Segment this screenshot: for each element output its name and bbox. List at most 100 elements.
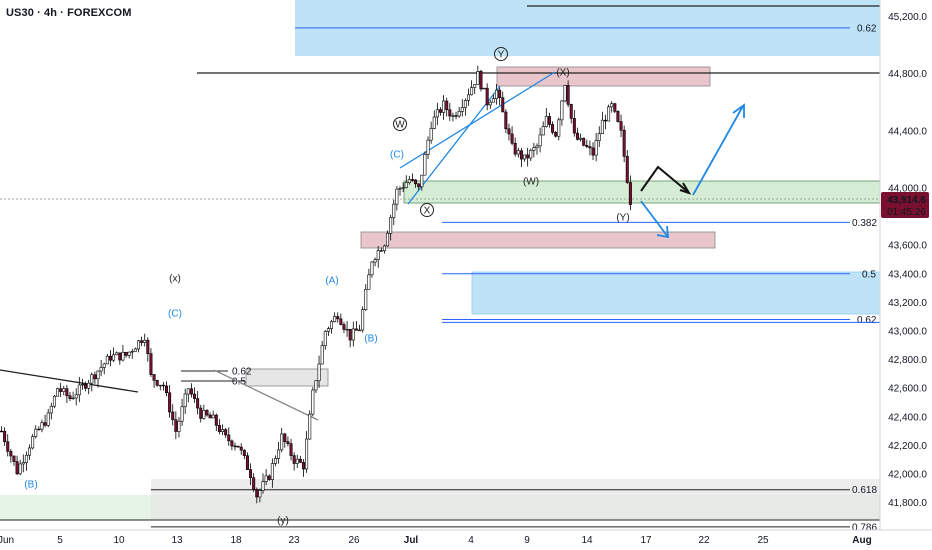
candle-body-135 — [420, 174, 424, 188]
candle-body-180 — [560, 100, 564, 121]
demand-zone-red — [360, 231, 716, 249]
time-tick-8: 4 — [468, 535, 474, 546]
price-tag-value: 43,914.6 — [887, 195, 926, 206]
candle-body-78 — [242, 449, 246, 456]
candle-body-194 — [603, 119, 607, 122]
candle-body-172 — [535, 145, 539, 149]
candle-body-178 — [554, 132, 558, 137]
fib-level-label-2: 0.5 — [862, 269, 876, 280]
candle-body-69 — [214, 414, 218, 426]
candle-body-21 — [65, 388, 69, 397]
candle-body-26 — [80, 383, 84, 386]
candle-body-22 — [68, 395, 72, 400]
candle-body-100 — [311, 389, 315, 415]
candle-body-149 — [463, 100, 467, 108]
candle-body-19 — [59, 388, 63, 392]
projection-up-path — [692, 105, 744, 196]
candle-body-202 — [628, 182, 632, 205]
candle-body-95 — [295, 458, 299, 464]
time-tick-11: 17 — [640, 535, 652, 546]
wave-circle-2 — [393, 117, 407, 131]
projection-down-arrowhead — [656, 225, 670, 239]
price-tag-box — [881, 192, 929, 218]
wave-label-9: (A) — [325, 276, 338, 287]
candle-body-30 — [93, 374, 97, 380]
candle-body-42 — [130, 351, 134, 353]
candle-body-128 — [398, 188, 402, 190]
candle-body-111 — [345, 328, 349, 331]
lower-fib-zone — [471, 271, 881, 315]
price-tick-5: 43,400.0 — [888, 269, 927, 280]
descending-trendline — [0, 369, 139, 393]
candle-body-82 — [255, 489, 259, 498]
candle-body-200 — [622, 129, 626, 157]
candle-body-15 — [46, 412, 50, 426]
candle-body-156 — [485, 87, 489, 106]
candle-body-188 — [585, 144, 589, 147]
candle-body-52 — [161, 384, 165, 387]
candle-body-9 — [28, 447, 32, 456]
candle-body-167 — [519, 150, 523, 160]
candle-body-57 — [177, 420, 181, 432]
candle-body-137 — [426, 139, 430, 155]
price-tick-13: 41,800.0 — [888, 498, 927, 509]
candle-body-70 — [217, 425, 221, 432]
candle-body-63 — [196, 398, 200, 409]
candle-body-184 — [572, 118, 576, 134]
candle-body-129 — [401, 187, 405, 189]
price-tag-countdown: 01:45:26 — [887, 207, 926, 218]
candle-body-115 — [358, 329, 362, 332]
candle-body-201 — [625, 156, 629, 183]
candle-body-16 — [49, 405, 53, 414]
candle-body-127 — [395, 188, 399, 205]
fib-level-label-3: 0.62 — [857, 315, 877, 326]
candle-body-181 — [563, 85, 567, 102]
candle-body-2 — [6, 441, 10, 452]
candle-body-143 — [445, 100, 449, 111]
candle-body-118 — [367, 274, 371, 290]
candle-body-133 — [414, 179, 418, 185]
time-tick-6: 26 — [348, 535, 360, 546]
candle-body-68 — [211, 414, 215, 419]
price-tick-9: 42,600.0 — [888, 384, 927, 395]
candle-body-8 — [24, 454, 28, 463]
price-tick-3: 44,000.0 — [888, 184, 927, 195]
candle-body-61 — [189, 388, 193, 395]
candle-body-198 — [616, 111, 620, 122]
candle-body-196 — [610, 103, 614, 108]
price-tick-7: 43,000.0 — [888, 327, 927, 338]
candle-body-171 — [532, 147, 536, 151]
candle-body-23 — [71, 397, 75, 400]
candle-body-55 — [171, 411, 175, 420]
candle-body-113 — [351, 328, 355, 341]
candle-body-4 — [12, 455, 16, 462]
price-tick-10: 42,400.0 — [888, 412, 927, 423]
candle-body-99 — [308, 413, 312, 440]
candle-body-64 — [199, 407, 203, 419]
candle-body-125 — [389, 217, 393, 234]
wave-label-5: X — [424, 206, 431, 217]
wave-label-4: (W) — [523, 177, 539, 188]
candle-body-94 — [292, 455, 296, 464]
resistance-zone-red — [496, 66, 711, 87]
wave-circle-0 — [494, 47, 508, 61]
candle-body-37 — [115, 352, 119, 356]
candle-body-96 — [298, 458, 302, 463]
candle-body-35 — [108, 355, 112, 361]
fib-level-label-6: 0.62 — [232, 367, 252, 378]
candle-body-32 — [99, 367, 103, 372]
candle-body-7 — [21, 462, 25, 465]
candle-body-105 — [326, 328, 330, 332]
candle-body-148 — [460, 107, 464, 112]
candle-body-48 — [149, 353, 153, 375]
time-tick-3: 13 — [171, 535, 183, 546]
candle-body-199 — [619, 121, 623, 131]
candle-body-169 — [526, 154, 530, 159]
projection-up-arrowhead — [732, 103, 745, 118]
candle-body-164 — [510, 133, 514, 144]
candle-body-175 — [544, 116, 548, 127]
candle-body-0 — [0, 430, 4, 433]
candle-body-75 — [233, 445, 237, 448]
candle-body-117 — [364, 289, 368, 310]
candle-body-109 — [339, 318, 343, 325]
